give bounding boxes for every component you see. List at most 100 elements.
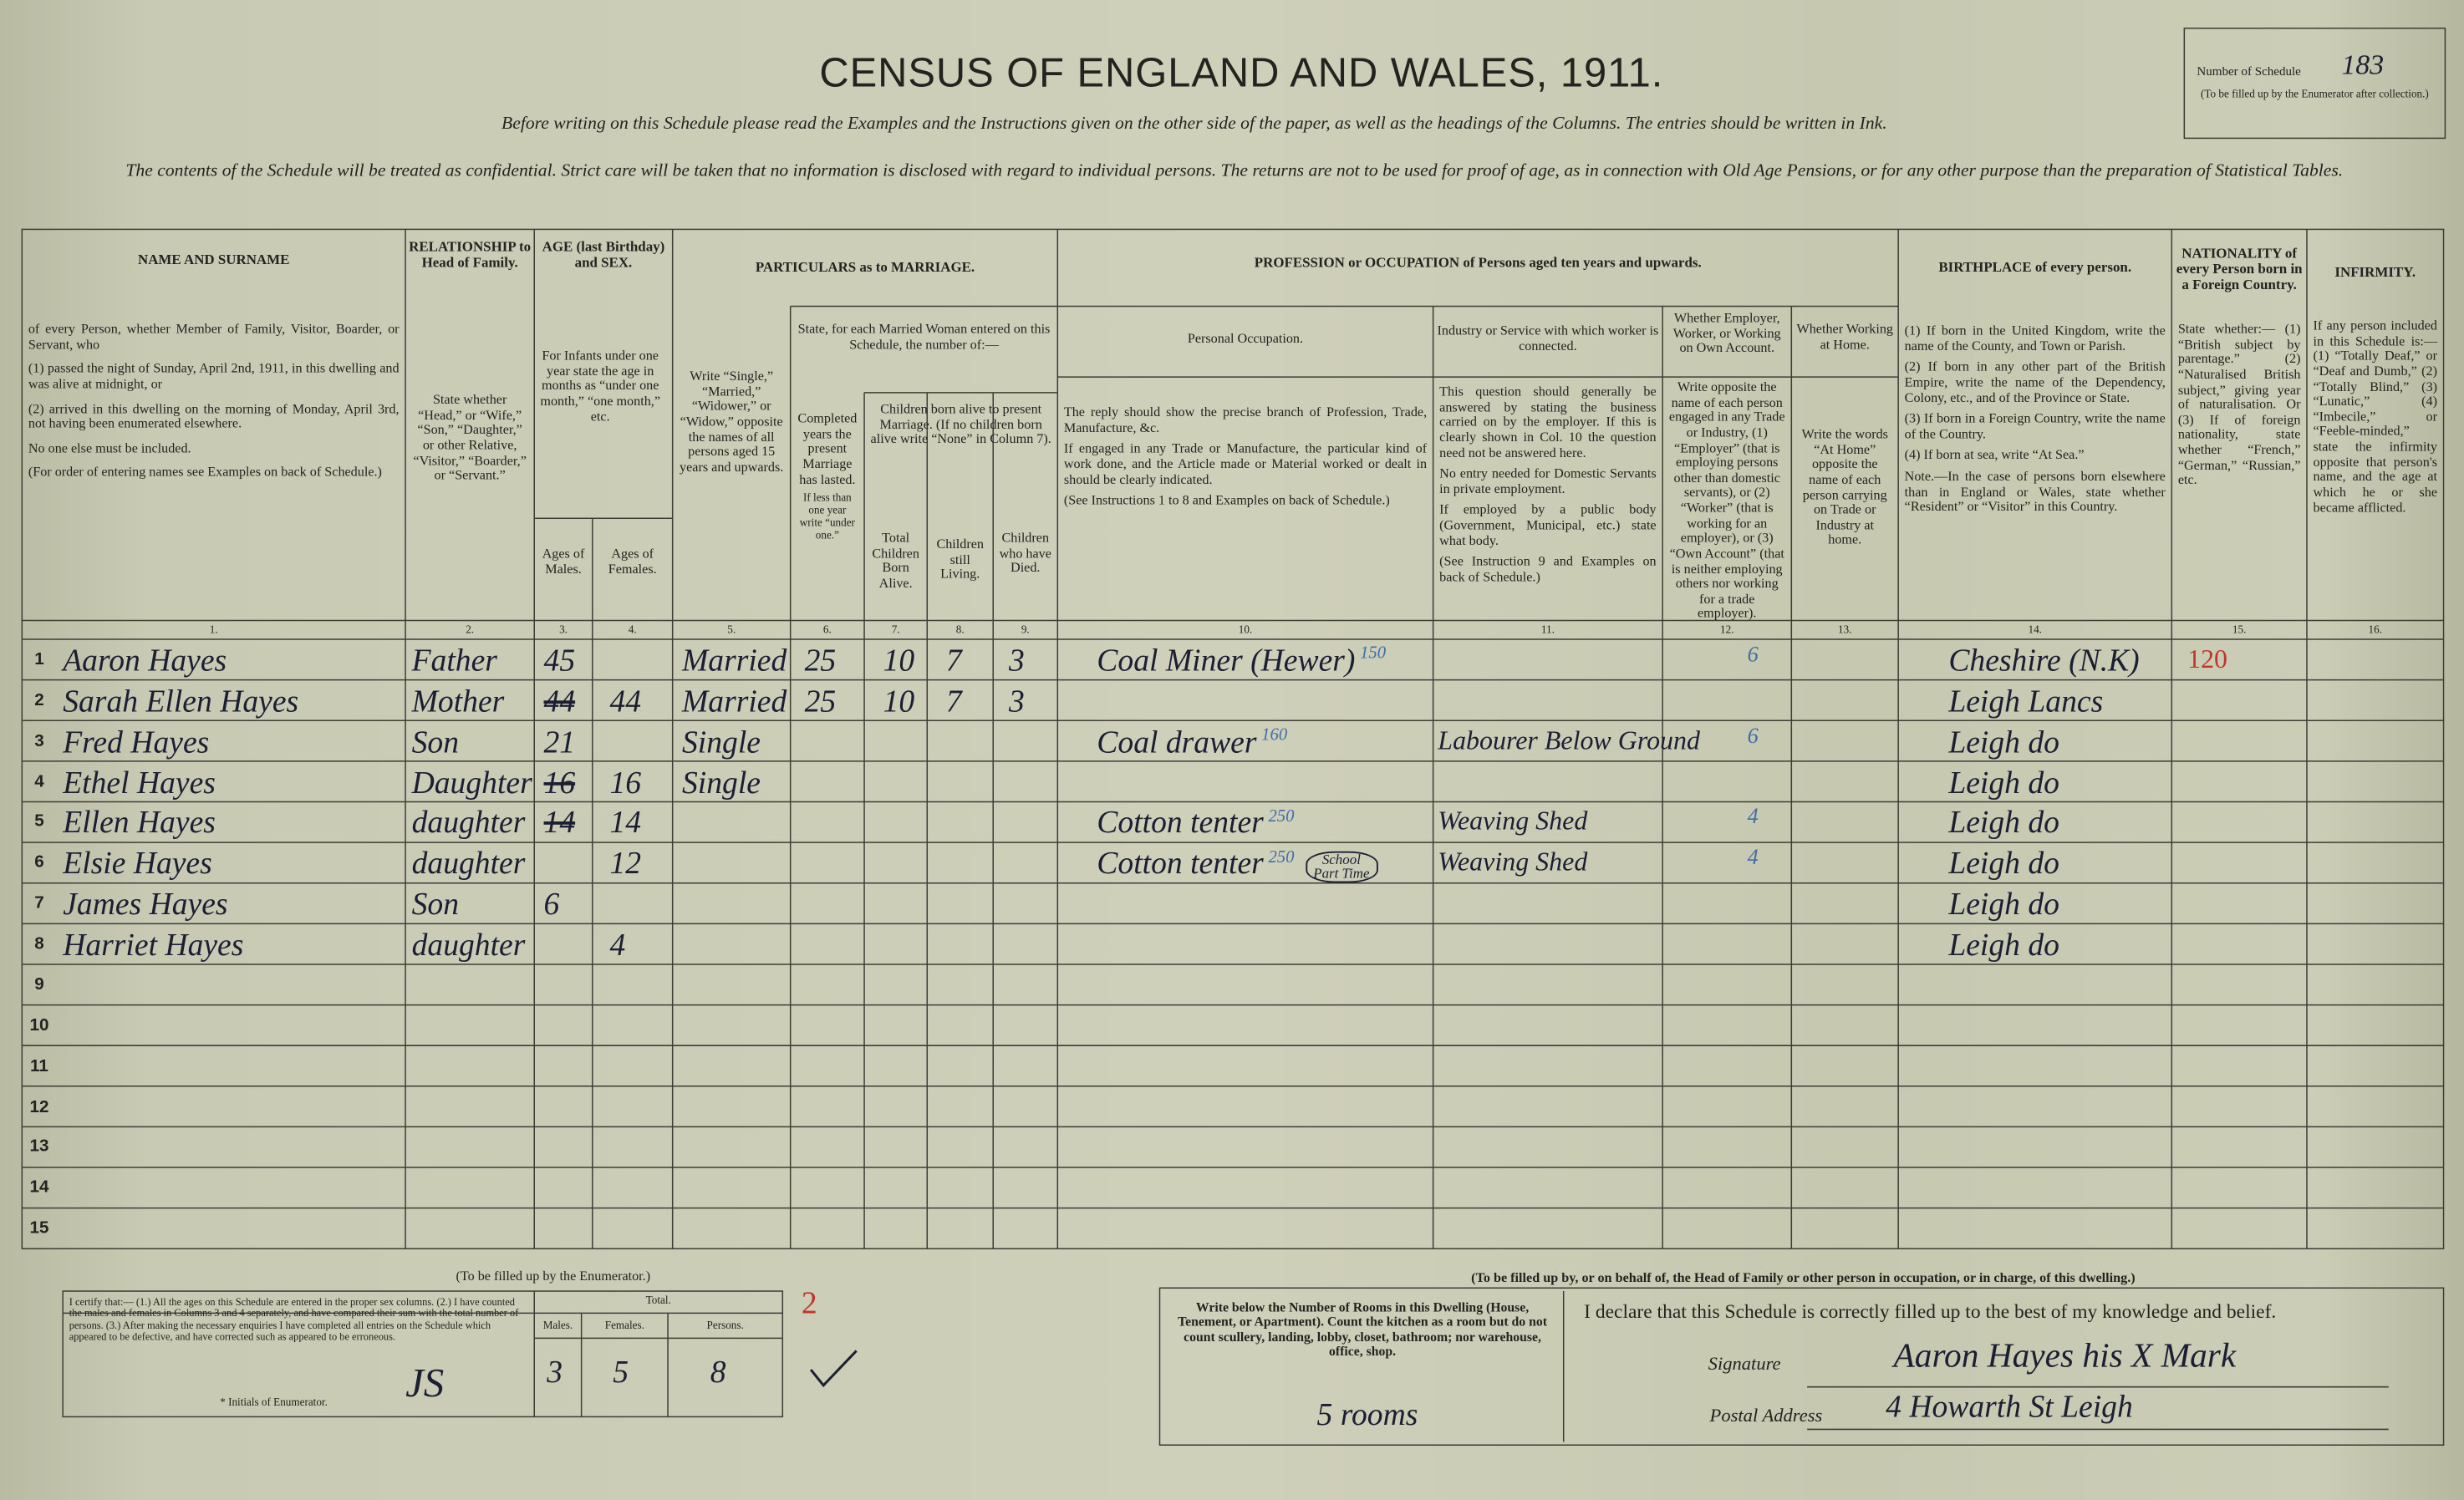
postal-address: 4 Howarth St Leigh bbox=[1886, 1390, 2133, 1425]
column-heading: Children still Living. bbox=[936, 535, 985, 582]
employment-status: 6 bbox=[1747, 725, 1759, 750]
name: Elsie Hayes bbox=[63, 847, 212, 882]
name: Aaron Hayes bbox=[63, 643, 227, 679]
household-heading: (To be filled up by, or on behalf of, th… bbox=[1471, 1269, 2136, 1285]
birthplace: Cheshire (N.K) bbox=[1948, 643, 2140, 679]
signature-label: Signature bbox=[1708, 1352, 1781, 1375]
line-number: 4 bbox=[34, 771, 44, 791]
column-heading: Ages of Females. bbox=[608, 545, 657, 577]
line-number: 8 bbox=[34, 934, 44, 954]
total-females: 5 bbox=[613, 1355, 629, 1391]
employment-status: 4 bbox=[1747, 806, 1759, 831]
column-heading: RELATIONSHIP to Head of Family. bbox=[409, 238, 532, 271]
group-heading: State, for each Married Woman entered on… bbox=[797, 320, 1051, 352]
instruction: Before writing on this Schedule please r… bbox=[501, 114, 1887, 134]
children-died: 3 bbox=[1009, 643, 1025, 679]
column-number: 1. bbox=[209, 623, 218, 637]
column-instructions: This question should generally be answer… bbox=[1439, 384, 1657, 592]
column-instructions: Write the words “At Home” opposite the n… bbox=[1798, 425, 1892, 554]
column-instructions: Completed years the present Marriage has… bbox=[797, 410, 858, 548]
occupation-note: School Part Time bbox=[1305, 851, 1378, 882]
instruction-paragraph: State whether “Head,” or “Wife,” “Son,” … bbox=[413, 391, 527, 483]
column-number: 8. bbox=[955, 623, 965, 637]
schedule-number: 183 bbox=[2341, 48, 2385, 80]
name: Ellen Hayes bbox=[63, 806, 216, 842]
rooms-instruction: Write below the Number of Rooms in this … bbox=[1178, 1300, 1548, 1360]
occupation-code: 250 bbox=[1268, 806, 1295, 826]
relationship: daughter bbox=[411, 806, 526, 842]
line-number: 1 bbox=[34, 650, 44, 669]
occupation-code: 160 bbox=[1261, 725, 1288, 745]
instruction-paragraph: (See Instructions 1 to 8 and Examples on… bbox=[1063, 491, 1390, 508]
instruction-paragraph: (3) If born in a Foreign Country, write … bbox=[1904, 409, 2166, 441]
group-text: For Infants under one year state the age… bbox=[540, 347, 660, 424]
line-number: 3 bbox=[34, 731, 44, 750]
age-males-struck: 16 bbox=[543, 765, 576, 801]
column-number: 5. bbox=[727, 623, 736, 637]
line-number: 9 bbox=[34, 975, 44, 994]
total-label: Total. bbox=[645, 1294, 671, 1307]
relationship: daughter bbox=[411, 928, 526, 964]
instruction-paragraph: The reply should show the precise branch… bbox=[1063, 404, 1428, 435]
column-heading: Whether Working at Home. bbox=[1796, 320, 1893, 352]
birthplace: Leigh do bbox=[1948, 928, 2059, 964]
occupation: Coal Miner (Hewer) 150 bbox=[1097, 643, 1387, 679]
group-heading: PROFESSION or OCCUPATION of Persons aged… bbox=[1254, 254, 1702, 271]
schedule-number-note: (To be filled up by the Enumerator after… bbox=[2200, 88, 2429, 101]
years-married: 25 bbox=[804, 643, 837, 679]
occupation-code: 150 bbox=[1360, 644, 1387, 664]
condition: Single bbox=[681, 725, 761, 760]
years-married: 25 bbox=[804, 684, 837, 719]
birthplace: Leigh do bbox=[1948, 887, 2059, 923]
instruction-paragraph: (For order of entering names see Example… bbox=[28, 464, 382, 480]
males-label: Males. bbox=[542, 1319, 573, 1332]
column-number: 7. bbox=[891, 623, 900, 637]
age-males-struck: 14 bbox=[543, 806, 576, 842]
name: James Hayes bbox=[63, 887, 228, 923]
column-number: 16. bbox=[2368, 623, 2382, 637]
column-instructions: State whether:— (1) “British subject by … bbox=[2177, 320, 2301, 495]
children-living: 7 bbox=[945, 684, 962, 719]
condition: Single bbox=[681, 765, 761, 801]
signature: Aaron Hayes his X Mark bbox=[1893, 1335, 2237, 1375]
age-females: 16 bbox=[609, 765, 642, 801]
industry: Weaving Shed bbox=[1438, 806, 1588, 836]
birthplace: Leigh do bbox=[1948, 806, 2059, 842]
address-label: Postal Address bbox=[1709, 1404, 1823, 1426]
employment-status: 6 bbox=[1747, 643, 1759, 668]
instruction-paragraph: State whether:— (1) “British subject by … bbox=[2177, 320, 2301, 488]
occupation: Cotton tenter 250 bbox=[1097, 806, 1295, 842]
line-number: 12 bbox=[29, 1096, 49, 1116]
total-persons: 8 bbox=[710, 1355, 726, 1391]
column-instructions: The reply should show the precise branch… bbox=[1063, 404, 1428, 515]
rooms-count: 5 rooms bbox=[1316, 1397, 1418, 1433]
females-label: Females. bbox=[604, 1319, 644, 1332]
column-number: 6. bbox=[822, 623, 832, 637]
column-number: 15. bbox=[2232, 623, 2247, 637]
age-females: 44 bbox=[609, 684, 642, 719]
instruction-paragraph: (2) arrived in this dwelling on the morn… bbox=[28, 399, 400, 431]
name: Fred Hayes bbox=[63, 725, 210, 760]
instruction-paragraph: If less than one year write “under one.” bbox=[799, 491, 855, 542]
relationship: Son bbox=[411, 725, 459, 760]
initials-label: * Initials of Enumerator. bbox=[220, 1396, 328, 1410]
column-heading: Personal Occupation. bbox=[1187, 329, 1304, 346]
name: Harriet Hayes bbox=[63, 928, 244, 964]
age-males: 45 bbox=[543, 643, 576, 679]
line-number: 11 bbox=[30, 1056, 48, 1075]
birthplace: Leigh do bbox=[1948, 725, 2059, 760]
instruction-paragraph: Note.—In the case of persons born elsewh… bbox=[1904, 468, 2166, 515]
industry: Weaving Shed bbox=[1438, 847, 1588, 877]
schedule-number-label: Number of Schedule bbox=[2197, 64, 2301, 79]
instruction-paragraph: If any person included in this Schedule … bbox=[2313, 317, 2438, 515]
occupation-code: 250 bbox=[1268, 847, 1295, 867]
birthplace: Leigh do bbox=[1948, 765, 2059, 801]
condition: Married bbox=[681, 643, 787, 679]
column-instructions: of every Person, whether Member of Famil… bbox=[28, 321, 400, 490]
relationship: daughter bbox=[411, 847, 526, 882]
instruction-paragraph: Write the words “At Home” opposite the n… bbox=[1801, 425, 1888, 547]
group-heading: Children born alive to present Marriage.… bbox=[870, 400, 1051, 447]
column-instructions: (1) If born in the United Kingdom, write… bbox=[1905, 323, 2166, 521]
instruction-paragraph: If employed by a public body (Government… bbox=[1439, 501, 1657, 548]
